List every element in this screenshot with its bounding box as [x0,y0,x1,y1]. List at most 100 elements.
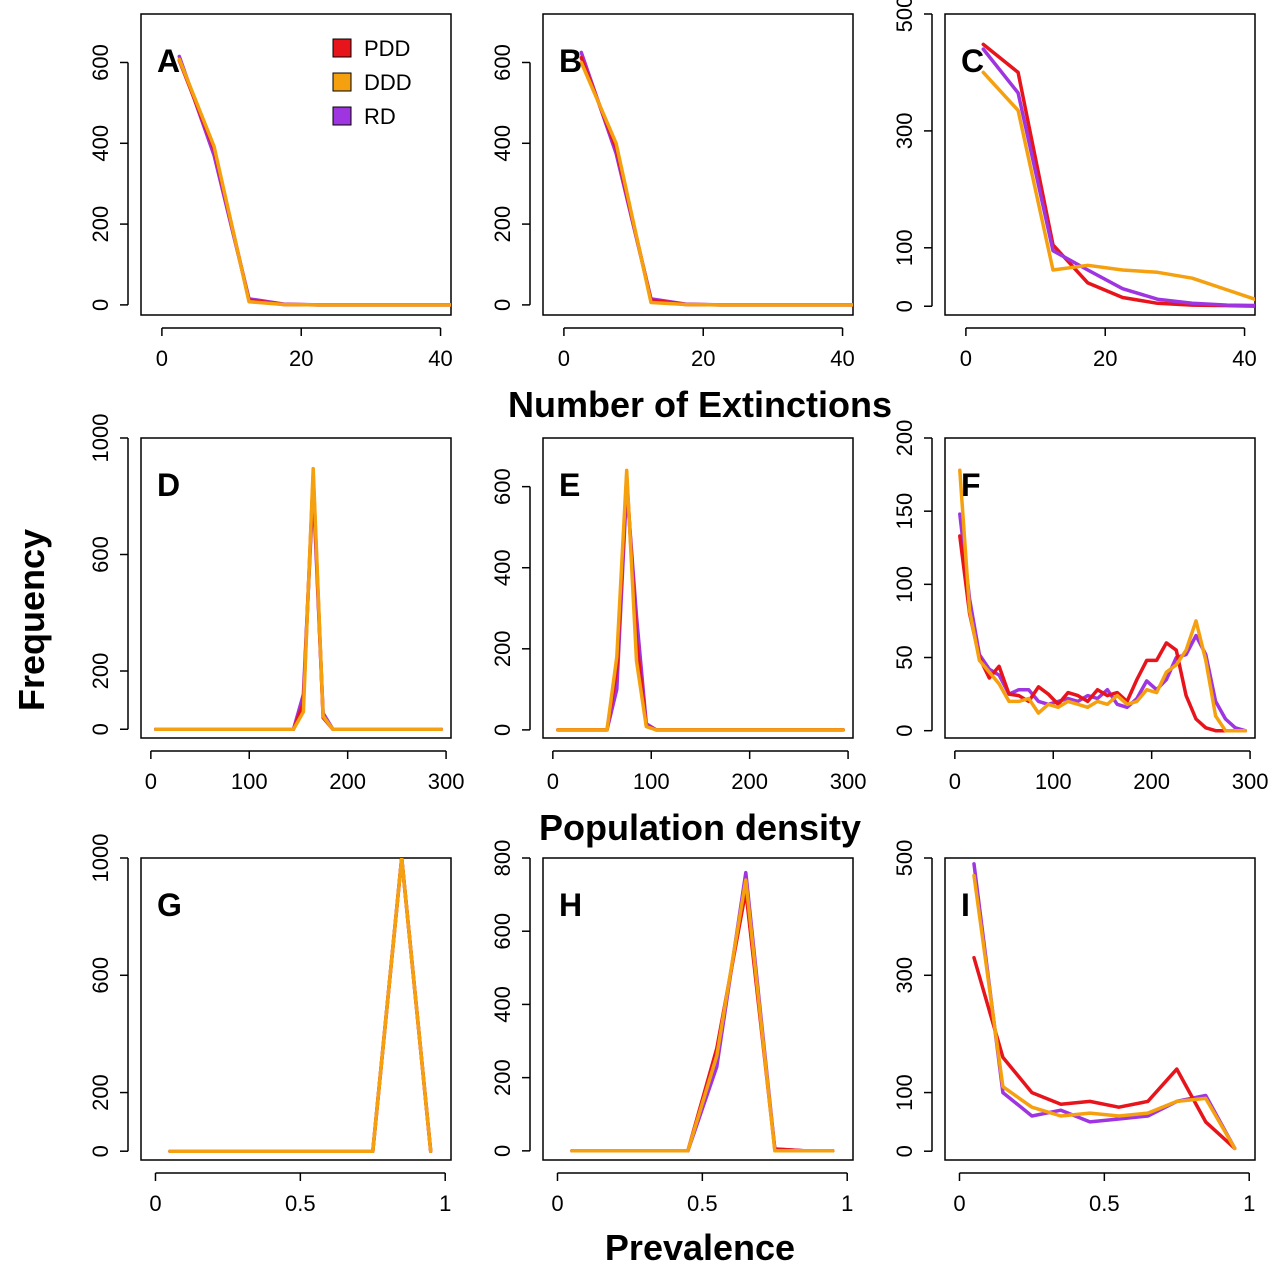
series-line-ddd-f [958,468,1247,733]
y-axis-title: Frequency [11,529,52,711]
series-line-rd-c [981,47,1255,308]
x-tick-label-i: 0 [953,1191,965,1216]
series-group-h [570,870,835,1153]
y-tick-label-i: 0 [892,1145,917,1157]
x-tick-label-i: 0.5 [1089,1191,1120,1216]
y-tick-label-c: 500 [892,0,917,32]
y-tick-label-i: 100 [892,1074,917,1111]
y-tick-label-h: 400 [490,986,515,1023]
x-tick-label-h: 1 [841,1191,853,1216]
y-tick-label-b: 600 [490,44,515,81]
y-tick-label-g: 600 [88,957,113,994]
x-tick-label-b: 40 [830,346,854,371]
x-tick-label-g: 0 [149,1191,161,1216]
x-tick-label-a: 0 [156,346,168,371]
y-tick-label-h: 800 [490,840,515,877]
x-tick-label-c: 40 [1232,346,1256,371]
y-tick-label-d: 1000 [88,414,113,463]
x-tick-label-e: 300 [830,769,867,794]
series-group-f [958,468,1247,733]
series-line-ddd-c [981,70,1255,302]
series-group-i [972,862,1237,1151]
y-tick-label-i: 300 [892,957,917,994]
plot-frame-i [944,857,1256,1161]
y-tick-label-f: 100 [892,566,917,603]
series-line-ddd-h [570,878,835,1153]
y-tick-label-f: 150 [892,493,917,530]
plot-frame-e [542,437,854,739]
x-tick-label-d: 0 [145,769,157,794]
series-group-b [579,50,853,307]
legend: PDD DDD RD [332,36,412,129]
y-tick-label-f: 0 [892,725,917,737]
y-tick-label-c: 100 [892,229,917,266]
plot-frame-d [140,437,452,739]
row-title-extinctions: Number of Extinctions [508,384,892,425]
legend-label-pdd: PDD [364,36,410,61]
y-tick-label-h: 600 [490,913,515,950]
x-tick-label-d: 300 [428,769,465,794]
x-tick-label-a: 40 [428,346,452,371]
y-tick-label-a: 600 [88,44,113,81]
panel-letter-g: G [157,887,182,923]
panel-letter-d: D [157,467,180,503]
x-tick-label-b: 0 [558,346,570,371]
y-tick-label-e: 400 [490,549,515,586]
y-tick-label-e: 200 [490,630,515,667]
y-tick-label-b: 0 [490,299,515,311]
series-line-rd-g [168,858,433,1153]
x-tick-label-f: 200 [1133,769,1170,794]
y-tick-label-b: 400 [490,125,515,162]
x-tick-label-e: 100 [633,769,670,794]
plot-frame-h [542,857,854,1161]
series-group-d [154,466,443,732]
series-line-ddd-g [168,858,433,1153]
y-tick-label-a: 400 [88,125,113,162]
x-tick-label-b: 20 [691,346,715,371]
y-tick-label-g: 200 [88,1074,113,1111]
panel-letter-a: A [157,43,180,79]
panel-letter-i: I [961,887,970,923]
series-line-ddd-d [154,466,443,732]
y-tick-label-a: 0 [88,299,113,311]
series-line-rd-d [154,485,443,732]
panel-g: 0 0.5 1 0 200 600 1000 G [88,834,452,1216]
x-tick-label-e: 0 [547,769,559,794]
panel-f: 0 100 200 300 0 50 100 150 200 F [892,420,1268,794]
series-line-pdd-i [972,955,1237,1151]
legend-swatch-ddd [332,72,352,92]
panel-e: 0 100 200 300 0 200 400 600 E [490,437,867,794]
series-line-ddd-a [177,57,451,307]
panel-i: 0 0.5 1 0 100 300 500 I [892,840,1256,1216]
series-line-pdd-f [958,534,1247,733]
x-tick-label-a: 20 [289,346,313,371]
x-tick-label-g: 0.5 [285,1191,316,1216]
panel-letter-h: H [559,887,582,923]
y-tick-label-h: 0 [490,1145,515,1157]
panel-letter-c: C [961,43,984,79]
panel-c: 0 20 40 0 100 300 500 C [892,0,1257,371]
y-tick-label-g: 1000 [88,834,113,883]
series-line-pdd-c [981,42,1255,308]
x-tick-label-f: 300 [1232,769,1269,794]
x-tick-label-h: 0 [551,1191,563,1216]
y-tick-label-c: 0 [892,300,917,312]
panel-letter-e: E [559,467,580,503]
panel-d: 0 100 200 300 0 200 600 1000 D [88,414,464,794]
y-tick-label-f: 200 [892,420,917,457]
series-line-ddd-b [579,60,853,307]
y-tick-label-i: 500 [892,840,917,877]
y-tick-label-c: 300 [892,113,917,150]
x-tick-label-i: 1 [1243,1191,1255,1216]
legend-swatch-pdd [332,38,352,58]
panel-h: 0 0.5 1 0 200 400 600 800 H [490,840,854,1216]
series-line-rd-f [958,512,1247,733]
y-tick-label-f: 50 [892,645,917,669]
y-tick-label-h: 200 [490,1059,515,1096]
series-group-g [168,858,433,1153]
series-group-a [177,54,451,307]
y-tick-label-d: 200 [88,653,113,690]
